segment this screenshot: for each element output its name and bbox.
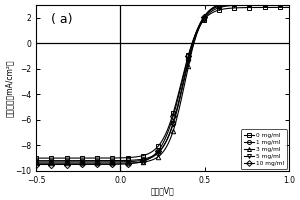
1 mg/ml	[189, 48, 193, 51]
10 mg/ml	[248, 0, 251, 2]
5 mg/ml	[35, 159, 39, 162]
1 mg/ml	[248, 2, 251, 5]
5 mg/ml	[184, 72, 188, 74]
3 mg/ml	[35, 162, 39, 164]
3 mg/ml	[184, 76, 188, 79]
X-axis label: 电压（V）: 电压（V）	[151, 186, 175, 195]
0 mg/ml	[189, 45, 193, 48]
Legend: 0 mg/ml, 1 mg/ml, 3 mg/ml, 5 mg/ml, 10 mg/ml: 0 mg/ml, 1 mg/ml, 3 mg/ml, 5 mg/ml, 10 m…	[241, 129, 287, 169]
0 mg/ml	[248, 6, 251, 9]
10 mg/ml	[189, 46, 193, 49]
5 mg/ml	[287, 4, 291, 6]
3 mg/ml	[189, 53, 193, 56]
Line: 3 mg/ml: 3 mg/ml	[34, 0, 291, 165]
10 mg/ml	[34, 163, 38, 166]
1 mg/ml	[34, 161, 38, 163]
Line: 5 mg/ml: 5 mg/ml	[34, 3, 291, 163]
10 mg/ml	[184, 65, 188, 67]
0 mg/ml	[184, 63, 188, 65]
10 mg/ml	[287, 0, 291, 2]
0 mg/ml	[264, 6, 267, 9]
5 mg/ml	[264, 4, 267, 6]
5 mg/ml	[248, 4, 251, 6]
10 mg/ml	[185, 62, 188, 64]
0 mg/ml	[185, 60, 188, 62]
3 mg/ml	[248, 1, 251, 4]
5 mg/ml	[34, 159, 38, 162]
3 mg/ml	[185, 72, 188, 75]
1 mg/ml	[287, 2, 291, 5]
Line: 10 mg/ml: 10 mg/ml	[34, 0, 291, 167]
3 mg/ml	[34, 162, 38, 164]
10 mg/ml	[35, 163, 39, 166]
5 mg/ml	[189, 51, 193, 53]
1 mg/ml	[184, 69, 188, 71]
3 mg/ml	[287, 1, 291, 4]
10 mg/ml	[264, 0, 267, 2]
0 mg/ml	[34, 157, 38, 159]
5 mg/ml	[185, 68, 188, 70]
0 mg/ml	[287, 6, 291, 9]
Y-axis label: 电流密度（mA/cm²）: 电流密度（mA/cm²）	[5, 59, 14, 117]
3 mg/ml	[264, 1, 267, 4]
1 mg/ml	[35, 161, 39, 163]
0 mg/ml	[35, 157, 39, 159]
Line: 1 mg/ml: 1 mg/ml	[34, 1, 291, 164]
Line: 0 mg/ml: 0 mg/ml	[34, 5, 291, 160]
1 mg/ml	[185, 65, 188, 68]
1 mg/ml	[264, 2, 267, 5]
Text: ( a): ( a)	[51, 13, 73, 26]
